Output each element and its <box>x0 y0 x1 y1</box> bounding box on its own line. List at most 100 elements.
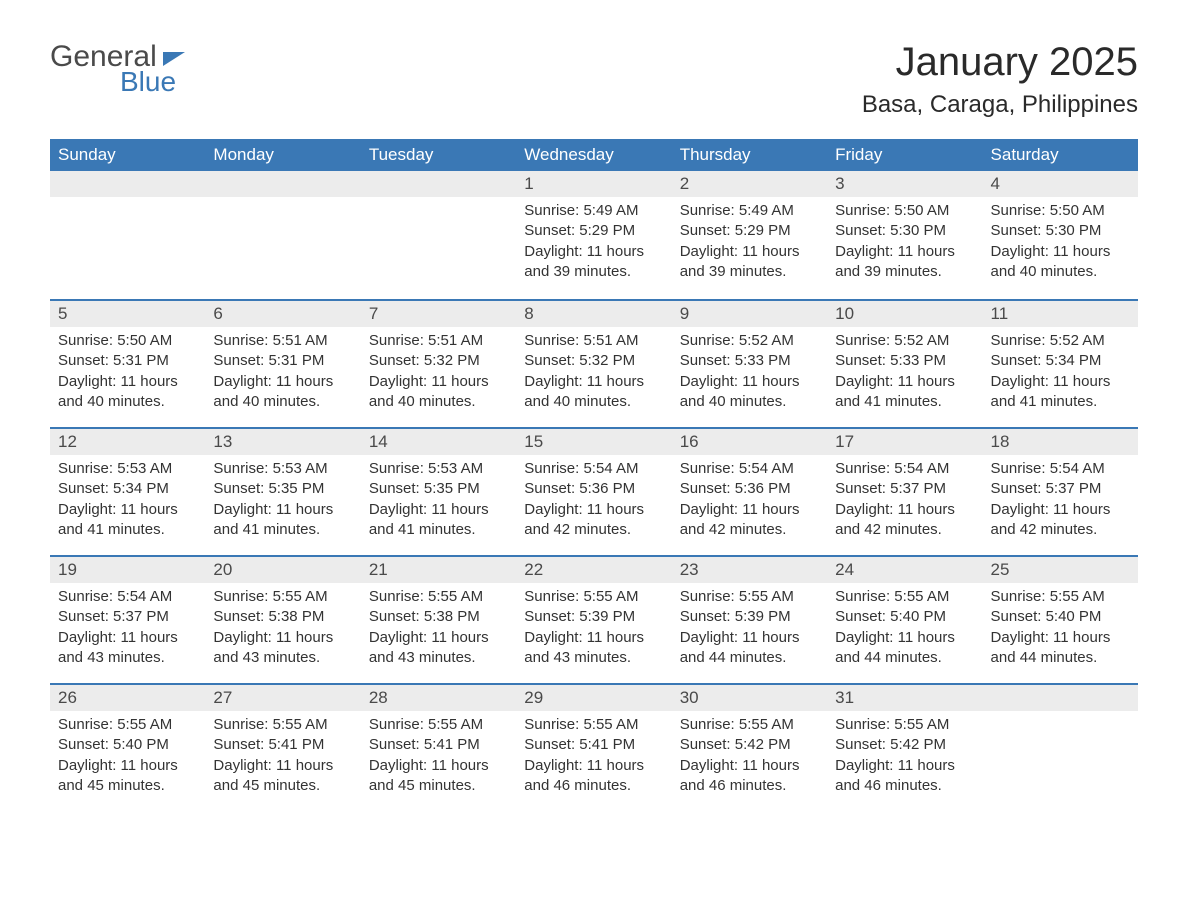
day-number: 23 <box>672 555 827 583</box>
day-details: Sunrise: 5:53 AMSunset: 5:35 PMDaylight:… <box>361 455 516 550</box>
calendar-day-cell: 29Sunrise: 5:55 AMSunset: 5:41 PMDayligh… <box>516 683 671 811</box>
location-text: Basa, Caraga, Philippines <box>862 91 1138 119</box>
sunrise-text: Sunrise: 5:51 AM <box>524 331 663 351</box>
day-number: 2 <box>672 171 827 197</box>
daylight-text: Daylight: 11 hours and 43 minutes. <box>58 628 197 669</box>
day-header: Thursday <box>672 139 827 171</box>
sunset-text: Sunset: 5:40 PM <box>58 735 197 755</box>
day-details: Sunrise: 5:55 AMSunset: 5:40 PMDaylight:… <box>983 583 1138 678</box>
calendar-week-row: 26Sunrise: 5:55 AMSunset: 5:40 PMDayligh… <box>50 683 1138 811</box>
day-details: Sunrise: 5:52 AMSunset: 5:34 PMDaylight:… <box>983 327 1138 422</box>
sunrise-text: Sunrise: 5:52 AM <box>991 331 1130 351</box>
sunset-text: Sunset: 5:34 PM <box>58 479 197 499</box>
day-details: Sunrise: 5:51 AMSunset: 5:31 PMDaylight:… <box>205 327 360 422</box>
sunrise-text: Sunrise: 5:55 AM <box>58 715 197 735</box>
sunrise-text: Sunrise: 5:49 AM <box>680 201 819 221</box>
day-number: 13 <box>205 427 360 455</box>
day-number: 1 <box>516 171 671 197</box>
sunrise-text: Sunrise: 5:51 AM <box>213 331 352 351</box>
daylight-text: Daylight: 11 hours and 40 minutes. <box>213 372 352 413</box>
sunrise-text: Sunrise: 5:54 AM <box>680 459 819 479</box>
day-number: 29 <box>516 683 671 711</box>
day-number: 5 <box>50 299 205 327</box>
daylight-text: Daylight: 11 hours and 40 minutes. <box>680 372 819 413</box>
calendar-day-cell: 23Sunrise: 5:55 AMSunset: 5:39 PMDayligh… <box>672 555 827 683</box>
sunrise-text: Sunrise: 5:55 AM <box>680 587 819 607</box>
day-number: 10 <box>827 299 982 327</box>
day-details: Sunrise: 5:55 AMSunset: 5:40 PMDaylight:… <box>50 711 205 806</box>
day-number-stripe-empty <box>983 683 1138 711</box>
day-header: Sunday <box>50 139 205 171</box>
day-number: 31 <box>827 683 982 711</box>
day-details: Sunrise: 5:51 AMSunset: 5:32 PMDaylight:… <box>361 327 516 422</box>
calendar-day-cell: 9Sunrise: 5:52 AMSunset: 5:33 PMDaylight… <box>672 299 827 427</box>
sunset-text: Sunset: 5:38 PM <box>369 607 508 627</box>
sunset-text: Sunset: 5:35 PM <box>369 479 508 499</box>
daylight-text: Daylight: 11 hours and 41 minutes. <box>835 372 974 413</box>
sunset-text: Sunset: 5:40 PM <box>991 607 1130 627</box>
day-details: Sunrise: 5:53 AMSunset: 5:34 PMDaylight:… <box>50 455 205 550</box>
daylight-text: Daylight: 11 hours and 46 minutes. <box>835 756 974 797</box>
day-number: 11 <box>983 299 1138 327</box>
day-number: 24 <box>827 555 982 583</box>
day-details: Sunrise: 5:52 AMSunset: 5:33 PMDaylight:… <box>672 327 827 422</box>
calendar-day-cell: 5Sunrise: 5:50 AMSunset: 5:31 PMDaylight… <box>50 299 205 427</box>
day-details: Sunrise: 5:55 AMSunset: 5:39 PMDaylight:… <box>516 583 671 678</box>
sunset-text: Sunset: 5:36 PM <box>680 479 819 499</box>
calendar-week-row: 19Sunrise: 5:54 AMSunset: 5:37 PMDayligh… <box>50 555 1138 683</box>
day-details: Sunrise: 5:53 AMSunset: 5:35 PMDaylight:… <box>205 455 360 550</box>
sunrise-text: Sunrise: 5:54 AM <box>991 459 1130 479</box>
day-details: Sunrise: 5:55 AMSunset: 5:41 PMDaylight:… <box>361 711 516 806</box>
daylight-text: Daylight: 11 hours and 42 minutes. <box>835 500 974 541</box>
sunrise-text: Sunrise: 5:50 AM <box>835 201 974 221</box>
day-number: 7 <box>361 299 516 327</box>
day-header: Wednesday <box>516 139 671 171</box>
calendar-day-cell <box>983 683 1138 811</box>
day-details: Sunrise: 5:54 AMSunset: 5:37 PMDaylight:… <box>983 455 1138 550</box>
day-number: 9 <box>672 299 827 327</box>
daylight-text: Daylight: 11 hours and 41 minutes. <box>58 500 197 541</box>
sunset-text: Sunset: 5:37 PM <box>991 479 1130 499</box>
daylight-text: Daylight: 11 hours and 45 minutes. <box>213 756 352 797</box>
sunrise-text: Sunrise: 5:55 AM <box>369 715 508 735</box>
page-header: General Blue January 2025 Basa, Caraga, … <box>50 40 1138 119</box>
daylight-text: Daylight: 11 hours and 46 minutes. <box>680 756 819 797</box>
daylight-text: Daylight: 11 hours and 39 minutes. <box>835 242 974 283</box>
day-header-row: Sunday Monday Tuesday Wednesday Thursday… <box>50 139 1138 171</box>
calendar-day-cell: 22Sunrise: 5:55 AMSunset: 5:39 PMDayligh… <box>516 555 671 683</box>
calendar-day-cell: 4Sunrise: 5:50 AMSunset: 5:30 PMDaylight… <box>983 171 1138 299</box>
sunrise-text: Sunrise: 5:53 AM <box>58 459 197 479</box>
calendar-week-row: 12Sunrise: 5:53 AMSunset: 5:34 PMDayligh… <box>50 427 1138 555</box>
daylight-text: Daylight: 11 hours and 40 minutes. <box>991 242 1130 283</box>
logo-word-blue: Blue <box>120 66 176 98</box>
sunrise-text: Sunrise: 5:52 AM <box>835 331 974 351</box>
day-number: 18 <box>983 427 1138 455</box>
calendar-day-cell: 8Sunrise: 5:51 AMSunset: 5:32 PMDaylight… <box>516 299 671 427</box>
calendar-day-cell: 20Sunrise: 5:55 AMSunset: 5:38 PMDayligh… <box>205 555 360 683</box>
sunset-text: Sunset: 5:35 PM <box>213 479 352 499</box>
day-details: Sunrise: 5:51 AMSunset: 5:32 PMDaylight:… <box>516 327 671 422</box>
sunrise-text: Sunrise: 5:53 AM <box>369 459 508 479</box>
sunrise-text: Sunrise: 5:54 AM <box>835 459 974 479</box>
sunset-text: Sunset: 5:37 PM <box>58 607 197 627</box>
sunset-text: Sunset: 5:32 PM <box>524 351 663 371</box>
sunset-text: Sunset: 5:30 PM <box>991 221 1130 241</box>
day-details: Sunrise: 5:55 AMSunset: 5:38 PMDaylight:… <box>361 583 516 678</box>
calendar-table: Sunday Monday Tuesday Wednesday Thursday… <box>50 139 1138 811</box>
sunrise-text: Sunrise: 5:52 AM <box>680 331 819 351</box>
sunset-text: Sunset: 5:30 PM <box>835 221 974 241</box>
daylight-text: Daylight: 11 hours and 40 minutes. <box>369 372 508 413</box>
daylight-text: Daylight: 11 hours and 42 minutes. <box>680 500 819 541</box>
sunrise-text: Sunrise: 5:54 AM <box>524 459 663 479</box>
daylight-text: Daylight: 11 hours and 43 minutes. <box>369 628 508 669</box>
calendar-day-cell: 7Sunrise: 5:51 AMSunset: 5:32 PMDaylight… <box>361 299 516 427</box>
day-number: 17 <box>827 427 982 455</box>
sunrise-text: Sunrise: 5:55 AM <box>524 587 663 607</box>
day-details: Sunrise: 5:54 AMSunset: 5:36 PMDaylight:… <box>672 455 827 550</box>
sunset-text: Sunset: 5:36 PM <box>524 479 663 499</box>
day-details: Sunrise: 5:50 AMSunset: 5:30 PMDaylight:… <box>827 197 982 292</box>
day-details: Sunrise: 5:50 AMSunset: 5:31 PMDaylight:… <box>50 327 205 422</box>
calendar-day-cell: 31Sunrise: 5:55 AMSunset: 5:42 PMDayligh… <box>827 683 982 811</box>
day-details: Sunrise: 5:54 AMSunset: 5:36 PMDaylight:… <box>516 455 671 550</box>
day-number: 30 <box>672 683 827 711</box>
